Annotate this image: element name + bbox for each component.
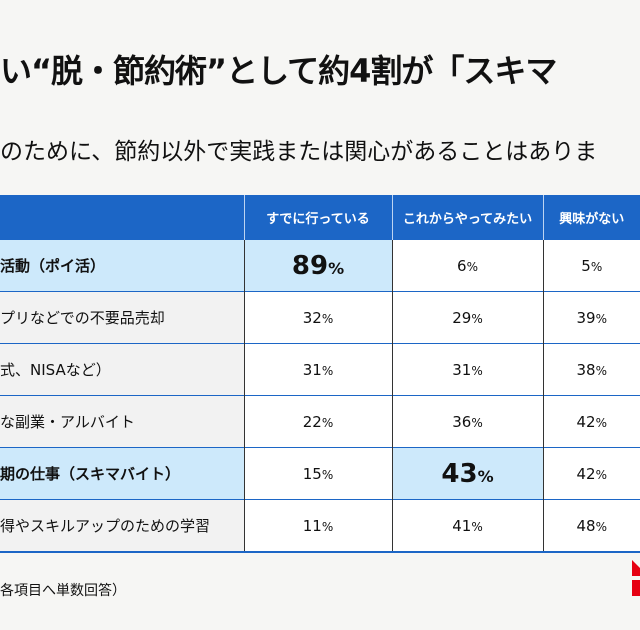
value-number: 31 bbox=[302, 360, 322, 379]
column-header: これからやってみたい bbox=[391, 195, 543, 240]
value-number: 15 bbox=[302, 464, 322, 483]
percent-unit: % bbox=[471, 363, 483, 378]
survey-table: すでに行っている これからやってみたい 興味がない 活動（ポイ活） 89% 6% 5% プリ… bbox=[0, 195, 640, 553]
value-number: 11 bbox=[302, 516, 322, 535]
value-number: 39 bbox=[576, 308, 596, 327]
value-cell: 89% bbox=[243, 239, 392, 292]
value-number: 43 bbox=[441, 458, 478, 489]
percent-unit: % bbox=[321, 311, 334, 326]
footnote: 各項目へ単数回答） bbox=[0, 583, 126, 599]
value-number: 32 bbox=[302, 308, 322, 327]
value-number: 36 bbox=[452, 412, 472, 431]
value-cell: 5% bbox=[542, 239, 640, 292]
row-label: な副業・アルバイト bbox=[0, 395, 244, 448]
value-cell: 36% bbox=[391, 395, 543, 448]
page-title: い“脱・節約術”として約4割が「スキマ bbox=[0, 52, 557, 90]
row-label: プリなどでの不要品売却 bbox=[0, 291, 244, 344]
percent-unit: % bbox=[595, 311, 607, 326]
percent-unit: % bbox=[595, 467, 607, 482]
table-row: 活動（ポイ活） 89% 6% 5% bbox=[0, 239, 640, 292]
table-row: プリなどでの不要品売却 32% 29% 39% bbox=[0, 291, 640, 344]
percent-unit: % bbox=[595, 415, 607, 430]
value-number: 42 bbox=[576, 464, 596, 483]
column-header: すでに行っている bbox=[243, 195, 392, 240]
value-cell: 6% bbox=[391, 239, 543, 292]
percent-unit: % bbox=[471, 311, 483, 326]
table-row: 得やスキルアップのための学習 11% 41% 48% bbox=[0, 499, 640, 553]
value-cell: 42% bbox=[542, 447, 640, 500]
column-header bbox=[0, 195, 244, 240]
value-cell: 42% bbox=[542, 395, 640, 448]
table-row: 期の仕事（スキマバイト） 15% 43% 42% bbox=[0, 447, 640, 500]
row-label: 活動（ポイ活） bbox=[0, 239, 244, 292]
row-label: 得やスキルアップのための学習 bbox=[0, 499, 244, 553]
value-number: 31 bbox=[452, 360, 472, 379]
percent-unit: % bbox=[321, 363, 334, 378]
percent-unit: % bbox=[321, 519, 334, 534]
value-cell: 29% bbox=[391, 291, 543, 344]
value-cell: 32% bbox=[243, 291, 392, 344]
value-cell: 43% bbox=[391, 447, 543, 500]
table-row: 式、NISAなど） 31% 31% 38% bbox=[0, 343, 640, 396]
percent-unit: % bbox=[595, 519, 607, 534]
percent-unit: % bbox=[471, 415, 483, 430]
value-number: 22 bbox=[302, 412, 322, 431]
value-number: 6 bbox=[457, 256, 467, 275]
row-label: 期の仕事（スキマバイト） bbox=[0, 447, 244, 500]
question-subtitle: のために、節約以外で実践または関心があることはありま bbox=[0, 139, 598, 165]
table-row: な副業・アルバイト 22% 36% 42% bbox=[0, 395, 640, 448]
row-label: 式、NISAなど） bbox=[0, 343, 244, 396]
value-cell: 11% bbox=[243, 499, 392, 553]
value-cell: 22% bbox=[243, 395, 392, 448]
value-cell: 38% bbox=[542, 343, 640, 396]
column-header: 興味がない bbox=[542, 195, 640, 240]
header-row: すでに行っている これからやってみたい 興味がない bbox=[0, 195, 640, 240]
value-number: 29 bbox=[452, 308, 472, 327]
percent-unit: % bbox=[595, 363, 607, 378]
value-cell: 39% bbox=[542, 291, 640, 344]
percent-unit: % bbox=[590, 259, 603, 274]
value-number: 42 bbox=[576, 412, 596, 431]
value-cell: 41% bbox=[391, 499, 543, 553]
value-cell: 15% bbox=[243, 447, 392, 500]
value-cell: 48% bbox=[542, 499, 640, 553]
value-number: 38 bbox=[576, 360, 596, 379]
percent-unit: % bbox=[466, 259, 478, 274]
percent-unit: % bbox=[471, 519, 483, 534]
brand-logo bbox=[632, 560, 640, 596]
percent-unit: % bbox=[321, 467, 334, 482]
percent-unit: % bbox=[328, 258, 345, 278]
value-cell: 31% bbox=[243, 343, 392, 396]
value-number: 41 bbox=[452, 516, 472, 535]
value-cell: 31% bbox=[391, 343, 543, 396]
value-number: 5 bbox=[581, 256, 591, 275]
value-number: 89 bbox=[291, 250, 329, 281]
percent-unit: % bbox=[321, 415, 334, 430]
value-number: 48 bbox=[576, 516, 596, 535]
percent-unit: % bbox=[477, 466, 494, 486]
